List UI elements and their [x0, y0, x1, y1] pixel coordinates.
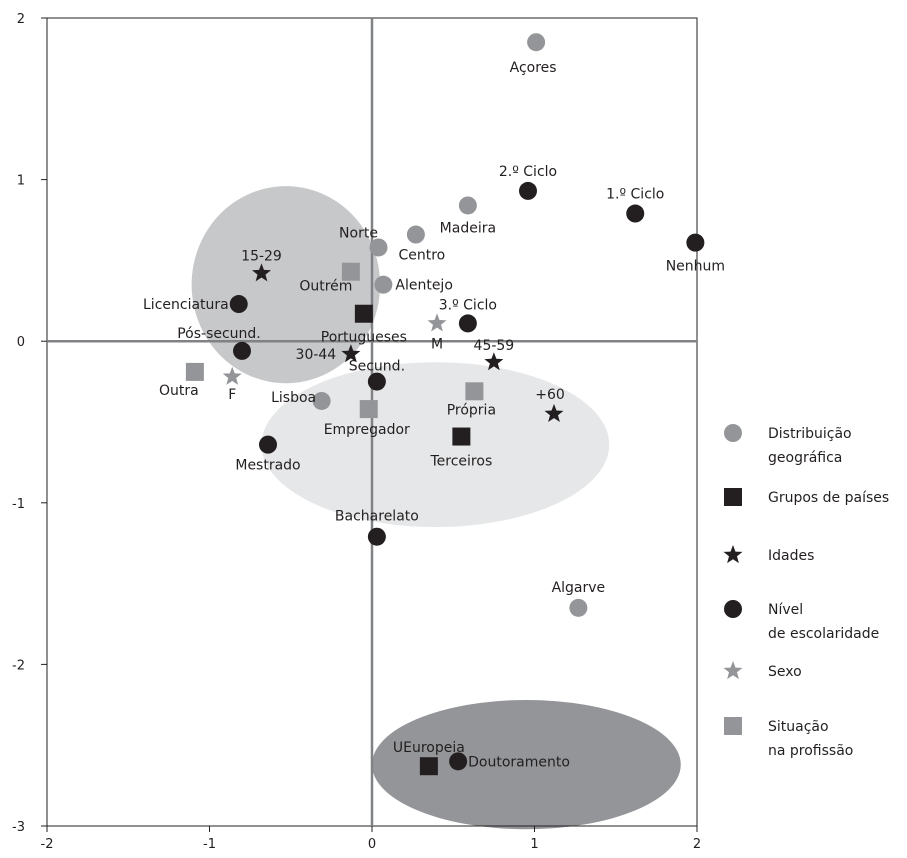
legend-marker-nivel-de-escolaridade: [724, 600, 742, 618]
legend-marker-grupos-de-paises: [724, 488, 742, 506]
point-label-2-ciclo: 2.º Ciclo: [499, 164, 557, 180]
point-ueuropeia: [419, 757, 438, 776]
x-tick-label: -1: [203, 837, 216, 852]
point-label-alentejo: Alentejo: [395, 278, 453, 294]
point-centro: [406, 225, 425, 244]
zero-axis-lines: [47, 18, 697, 826]
point-label-30-44: 30-44: [296, 347, 337, 363]
legend: Distribuição geográfica Grupos de países Id…: [723, 424, 889, 759]
point-mestrado: [259, 435, 277, 454]
point-nenhum: [686, 233, 705, 252]
point-labels: Açores Madeira Centro Norte Alentejo Lisboa Al…: [143, 60, 725, 770]
point-pos-secund: [233, 341, 251, 360]
legend-marker-distribuicao-geografica: [724, 424, 742, 442]
legend-label-distribuicao-geografica: Distribuição: [768, 426, 852, 442]
legend-marker-situacao-na-profissao: [724, 717, 742, 735]
point-terceiros: [452, 427, 471, 446]
legend-label-distribuicao-geografica: geográfica: [768, 450, 842, 466]
point-bacharelato: [367, 527, 386, 546]
point-label-portugueses: Portugueses: [321, 330, 407, 346]
point-1-ciclo: [626, 204, 645, 223]
point-label-nenhum: Nenhum: [666, 259, 725, 275]
data-points: [185, 33, 705, 776]
legend-label-grupos-de-paises: Grupos de países: [768, 490, 889, 506]
point-label-madeira: Madeira: [440, 220, 496, 236]
point-label-propria: Própria: [447, 402, 496, 418]
point-portugueses: [354, 304, 373, 323]
point-label-1-ciclo: 1.º Ciclo: [606, 187, 664, 203]
legend-label-situacao-na-profissao: Situação: [768, 719, 829, 735]
point-15-29: [251, 263, 272, 282]
point-label-doutoramento: Doutoramento: [468, 754, 570, 770]
axis-ticks: -2 -1 0 1 2 2 1 0 -1 -2 -3: [12, 12, 701, 852]
group-ellipse-2: [261, 362, 610, 528]
x-tick-label: 0: [368, 837, 376, 852]
point-label-mestrado: Mestrado: [235, 458, 300, 474]
group-ellipse-3: [372, 699, 681, 830]
point-label-3-ciclo: 3.º Ciclo: [439, 297, 497, 313]
point-label-outra: Outra: [159, 383, 199, 399]
point-outra: [185, 362, 204, 381]
point-label-algarve: Algarve: [552, 580, 606, 596]
point-algarve: [569, 598, 588, 617]
point-3-ciclo: [458, 314, 477, 333]
legend-label-nivel-de-escolaridade: de escolaridade: [768, 626, 879, 642]
point-lisboa: [312, 391, 331, 410]
x-tick-label: 2: [693, 837, 701, 852]
point-45-59: [484, 352, 504, 371]
x-tick-label: 1: [530, 837, 538, 852]
point-label-m: M: [431, 336, 443, 352]
group-ellipses: [191, 186, 681, 830]
point-acores: [527, 33, 546, 52]
x-tick-label: -2: [41, 837, 54, 852]
point-licenciatura: [229, 295, 248, 314]
y-tick-label: 2: [17, 12, 25, 27]
point-label-centro: Centro: [398, 248, 445, 264]
y-tick-label: -1: [12, 497, 25, 512]
point-label-ueuropeia: UEuropeia: [393, 740, 465, 756]
group-ellipse-1: [191, 186, 381, 384]
point-30-44: [341, 344, 361, 363]
point-propria: [465, 382, 484, 401]
point-label-terceiros: Terceiros: [430, 454, 493, 470]
point-label-norte: Norte: [339, 225, 378, 241]
point-secund: [367, 372, 386, 391]
point-doutoramento: [449, 752, 468, 771]
point-label-licenciatura: Licenciatura: [143, 297, 229, 313]
point-m: [427, 313, 447, 332]
y-tick-label: -3: [12, 820, 25, 835]
y-tick-label: 1: [17, 174, 25, 189]
legend-label-situacao-na-profissao: na profissão: [768, 743, 853, 759]
y-tick-label: -2: [12, 658, 25, 673]
point-label-pos-secund: Pós-secund.: [177, 326, 261, 342]
point-label-lisboa: Lisboa: [271, 390, 316, 406]
point-outrem: [341, 262, 360, 281]
legend-marker-idades: [723, 545, 743, 564]
point-empregador: [359, 400, 378, 419]
point-label-empregador: Empregador: [324, 422, 410, 438]
point-60: [544, 403, 564, 423]
point-2-ciclo: [519, 181, 537, 200]
point-label-outrem: Outrém: [299, 279, 352, 295]
point-label-secund: Secund.: [349, 359, 405, 375]
legend-marker-sexo: [723, 661, 743, 680]
point-label-45-59: 45-59: [474, 338, 515, 354]
point-label-acores: Açores: [510, 60, 557, 76]
y-tick-label: 0: [17, 335, 25, 350]
legend-label-nivel-de-escolaridade: Nível: [768, 602, 803, 618]
point-label-15-29: 15-29: [241, 248, 282, 264]
legend-label-idades: Idades: [768, 548, 814, 564]
point-label-60: +60: [535, 387, 565, 403]
legend-label-sexo: Sexo: [768, 664, 802, 680]
point-label-f: F: [228, 387, 236, 403]
point-madeira: [458, 196, 477, 215]
point-label-bacharelato: Bacharelato: [335, 509, 419, 525]
point-alentejo: [374, 275, 393, 294]
point-norte: [369, 238, 388, 257]
point-f: [222, 366, 242, 385]
